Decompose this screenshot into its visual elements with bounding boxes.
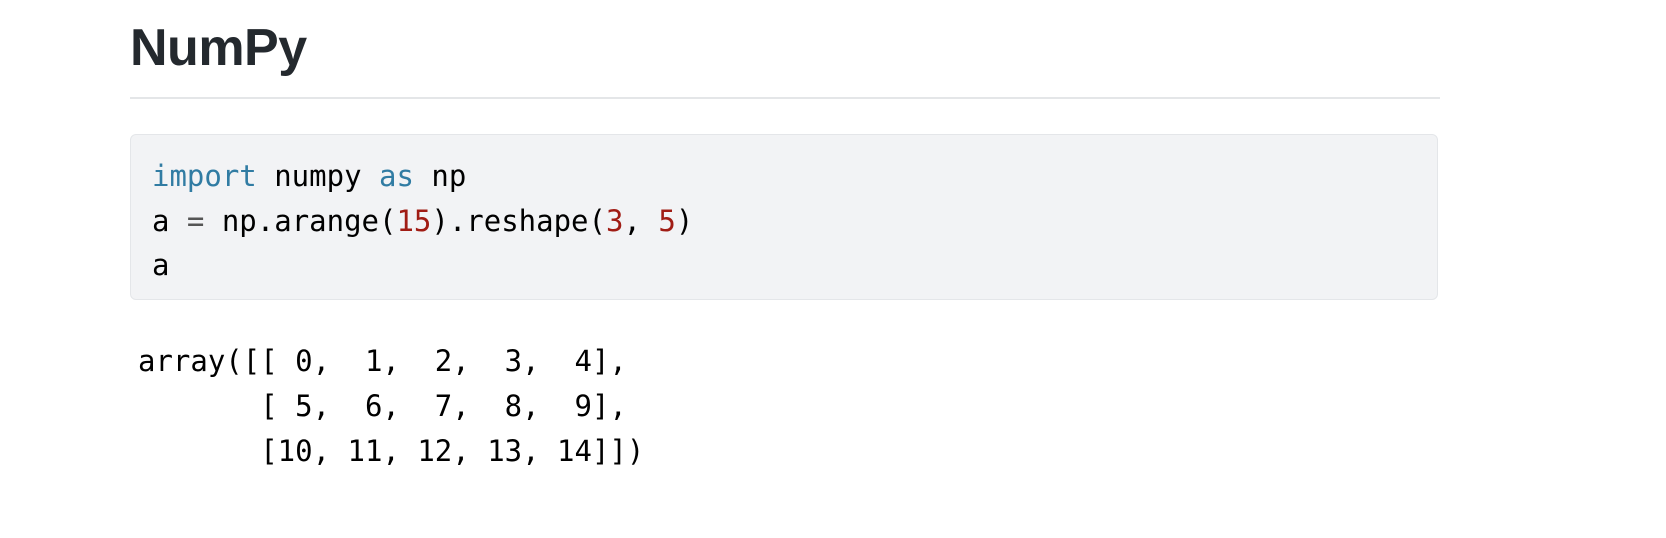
code-line: a (152, 248, 170, 282)
number-literal: 3 (605, 203, 624, 238)
code-text: np (413, 159, 467, 193)
cell-output: array([[ 0, 1, 2, 3, 4], [ 5, 6, 7, 8, 9… (138, 339, 644, 474)
code-text: a (152, 203, 187, 238)
divider (130, 97, 1440, 99)
code-cell[interactable]: import numpy as np a = np.arange(15).res… (130, 134, 1438, 300)
keyword: as (378, 159, 414, 193)
code-source: import numpy as np a = np.arange(15).res… (152, 154, 693, 288)
code-line: a = np.arange(15).reshape(3, 5) (152, 204, 693, 238)
code-text: ) (675, 203, 694, 238)
operator: = (186, 203, 205, 238)
output-line: [ 5, 6, 7, 8, 9], (138, 389, 627, 423)
code-text: , (623, 203, 659, 238)
code-text: ).reshape( (431, 203, 606, 238)
output-line: [10, 11, 12, 13, 14]]) (138, 434, 645, 468)
code-text: np.arange( (204, 203, 397, 238)
page-title: NumPy (130, 19, 307, 77)
number-literal: 5 (658, 203, 676, 238)
keyword: import (152, 159, 257, 193)
code-line: import numpy as np (152, 159, 466, 193)
code-text: numpy (256, 159, 379, 193)
output-line: array([[ 0, 1, 2, 3, 4], (138, 344, 627, 378)
number-literal: 15 (396, 203, 432, 238)
